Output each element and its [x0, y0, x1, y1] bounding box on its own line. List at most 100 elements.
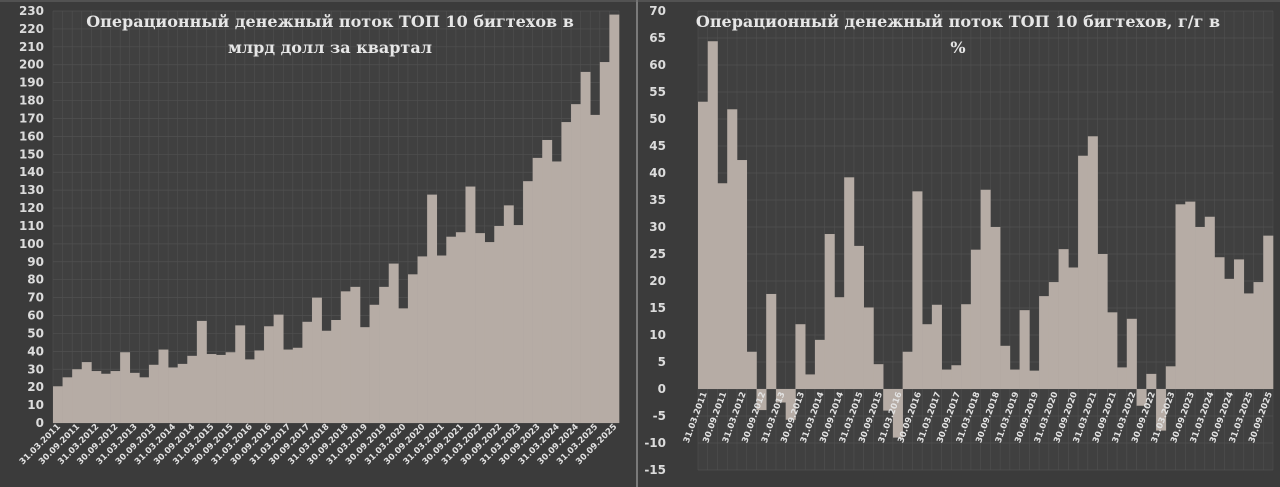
bar [902, 351, 913, 389]
chart-title: млрд долл за квартал [228, 38, 432, 57]
bar [599, 62, 610, 423]
y-tick-label: 0 [36, 416, 44, 430]
bar [53, 386, 63, 423]
bar [736, 160, 748, 389]
bar [158, 349, 169, 423]
bar [398, 308, 409, 423]
bar [523, 181, 533, 423]
bar [62, 377, 73, 423]
bar [436, 255, 447, 423]
bar [369, 304, 380, 423]
bar [264, 326, 274, 423]
bar [775, 389, 787, 403]
y-tick-label: 35 [649, 193, 666, 207]
y-tick-label: 20 [27, 380, 44, 394]
bar [81, 362, 92, 423]
bar [1117, 367, 1128, 389]
bar [1175, 204, 1186, 389]
bar [302, 321, 313, 423]
bar [532, 157, 543, 423]
bar [273, 314, 284, 423]
y-tick-label: 10 [27, 398, 44, 412]
bar [951, 365, 962, 389]
bar [1253, 282, 1264, 389]
bar [177, 363, 188, 423]
bar [465, 186, 476, 423]
y-tick-label: 160 [19, 129, 44, 143]
bar [312, 297, 322, 423]
bar [427, 194, 438, 423]
bar [805, 374, 816, 389]
bar [1019, 310, 1030, 389]
bar [707, 41, 718, 390]
bar [235, 325, 246, 423]
bar [1068, 267, 1079, 389]
y-tick-label: 190 [19, 76, 44, 90]
y-tick-label: 40 [27, 344, 44, 358]
y-tick-label: 0 [658, 382, 666, 396]
bar [844, 177, 855, 389]
y-tick-label: 65 [649, 31, 666, 45]
bar [139, 377, 150, 423]
bar [129, 372, 140, 423]
y-tick-label: 30 [27, 362, 44, 376]
bar [571, 104, 581, 423]
bar [494, 225, 505, 423]
y-tick-label: 55 [649, 85, 666, 99]
bar [417, 256, 428, 423]
chart-title: Операционный денежный поток ТОП 10 бигте… [696, 12, 1220, 31]
bar [834, 297, 845, 389]
bar [746, 351, 757, 389]
y-tick-label: 130 [19, 183, 44, 197]
y-tick-label: 15 [649, 301, 666, 315]
bar [1048, 282, 1059, 389]
bar [1009, 369, 1020, 389]
bar [187, 355, 198, 423]
bar [407, 274, 418, 423]
bar [561, 122, 572, 424]
y-tick-label: 45 [649, 139, 666, 153]
y-tick-label: 140 [19, 165, 44, 179]
bar [756, 389, 767, 411]
y-tick-label: 40 [649, 166, 666, 180]
y-tick-label: 60 [27, 309, 44, 323]
bar [551, 161, 562, 424]
bar [912, 191, 923, 389]
bar [1097, 254, 1108, 389]
bar [1224, 278, 1235, 389]
bar [388, 263, 399, 423]
bar [225, 352, 236, 423]
bar [331, 320, 342, 423]
bar [216, 354, 226, 423]
bar [1058, 249, 1069, 389]
bar [1087, 136, 1098, 389]
y-tick-label: 10 [649, 328, 666, 342]
bar [1204, 216, 1215, 389]
bar [379, 286, 390, 423]
bar [1263, 235, 1274, 389]
bar [1185, 201, 1196, 389]
bar [873, 364, 884, 389]
bar [1243, 293, 1254, 389]
bar [244, 359, 255, 423]
bar [980, 189, 991, 389]
bar [542, 139, 553, 423]
bar [206, 354, 217, 423]
y-tick-label: -10 [644, 436, 666, 450]
bar [922, 324, 933, 389]
bar [970, 249, 981, 389]
y-tick-label: 210 [19, 40, 44, 54]
bar [513, 225, 524, 423]
bar [863, 307, 874, 389]
bar [350, 286, 361, 423]
y-tick-label: 230 [19, 4, 44, 18]
bar [785, 389, 796, 420]
y-tick-label: 50 [27, 326, 44, 340]
y-tick-label: 70 [27, 291, 44, 305]
bar [883, 389, 894, 411]
bar [196, 320, 207, 423]
y-tick-label: 150 [19, 147, 44, 161]
y-tick-label: 60 [649, 58, 666, 72]
bar [698, 101, 709, 389]
y-tick-label: 170 [19, 111, 44, 125]
